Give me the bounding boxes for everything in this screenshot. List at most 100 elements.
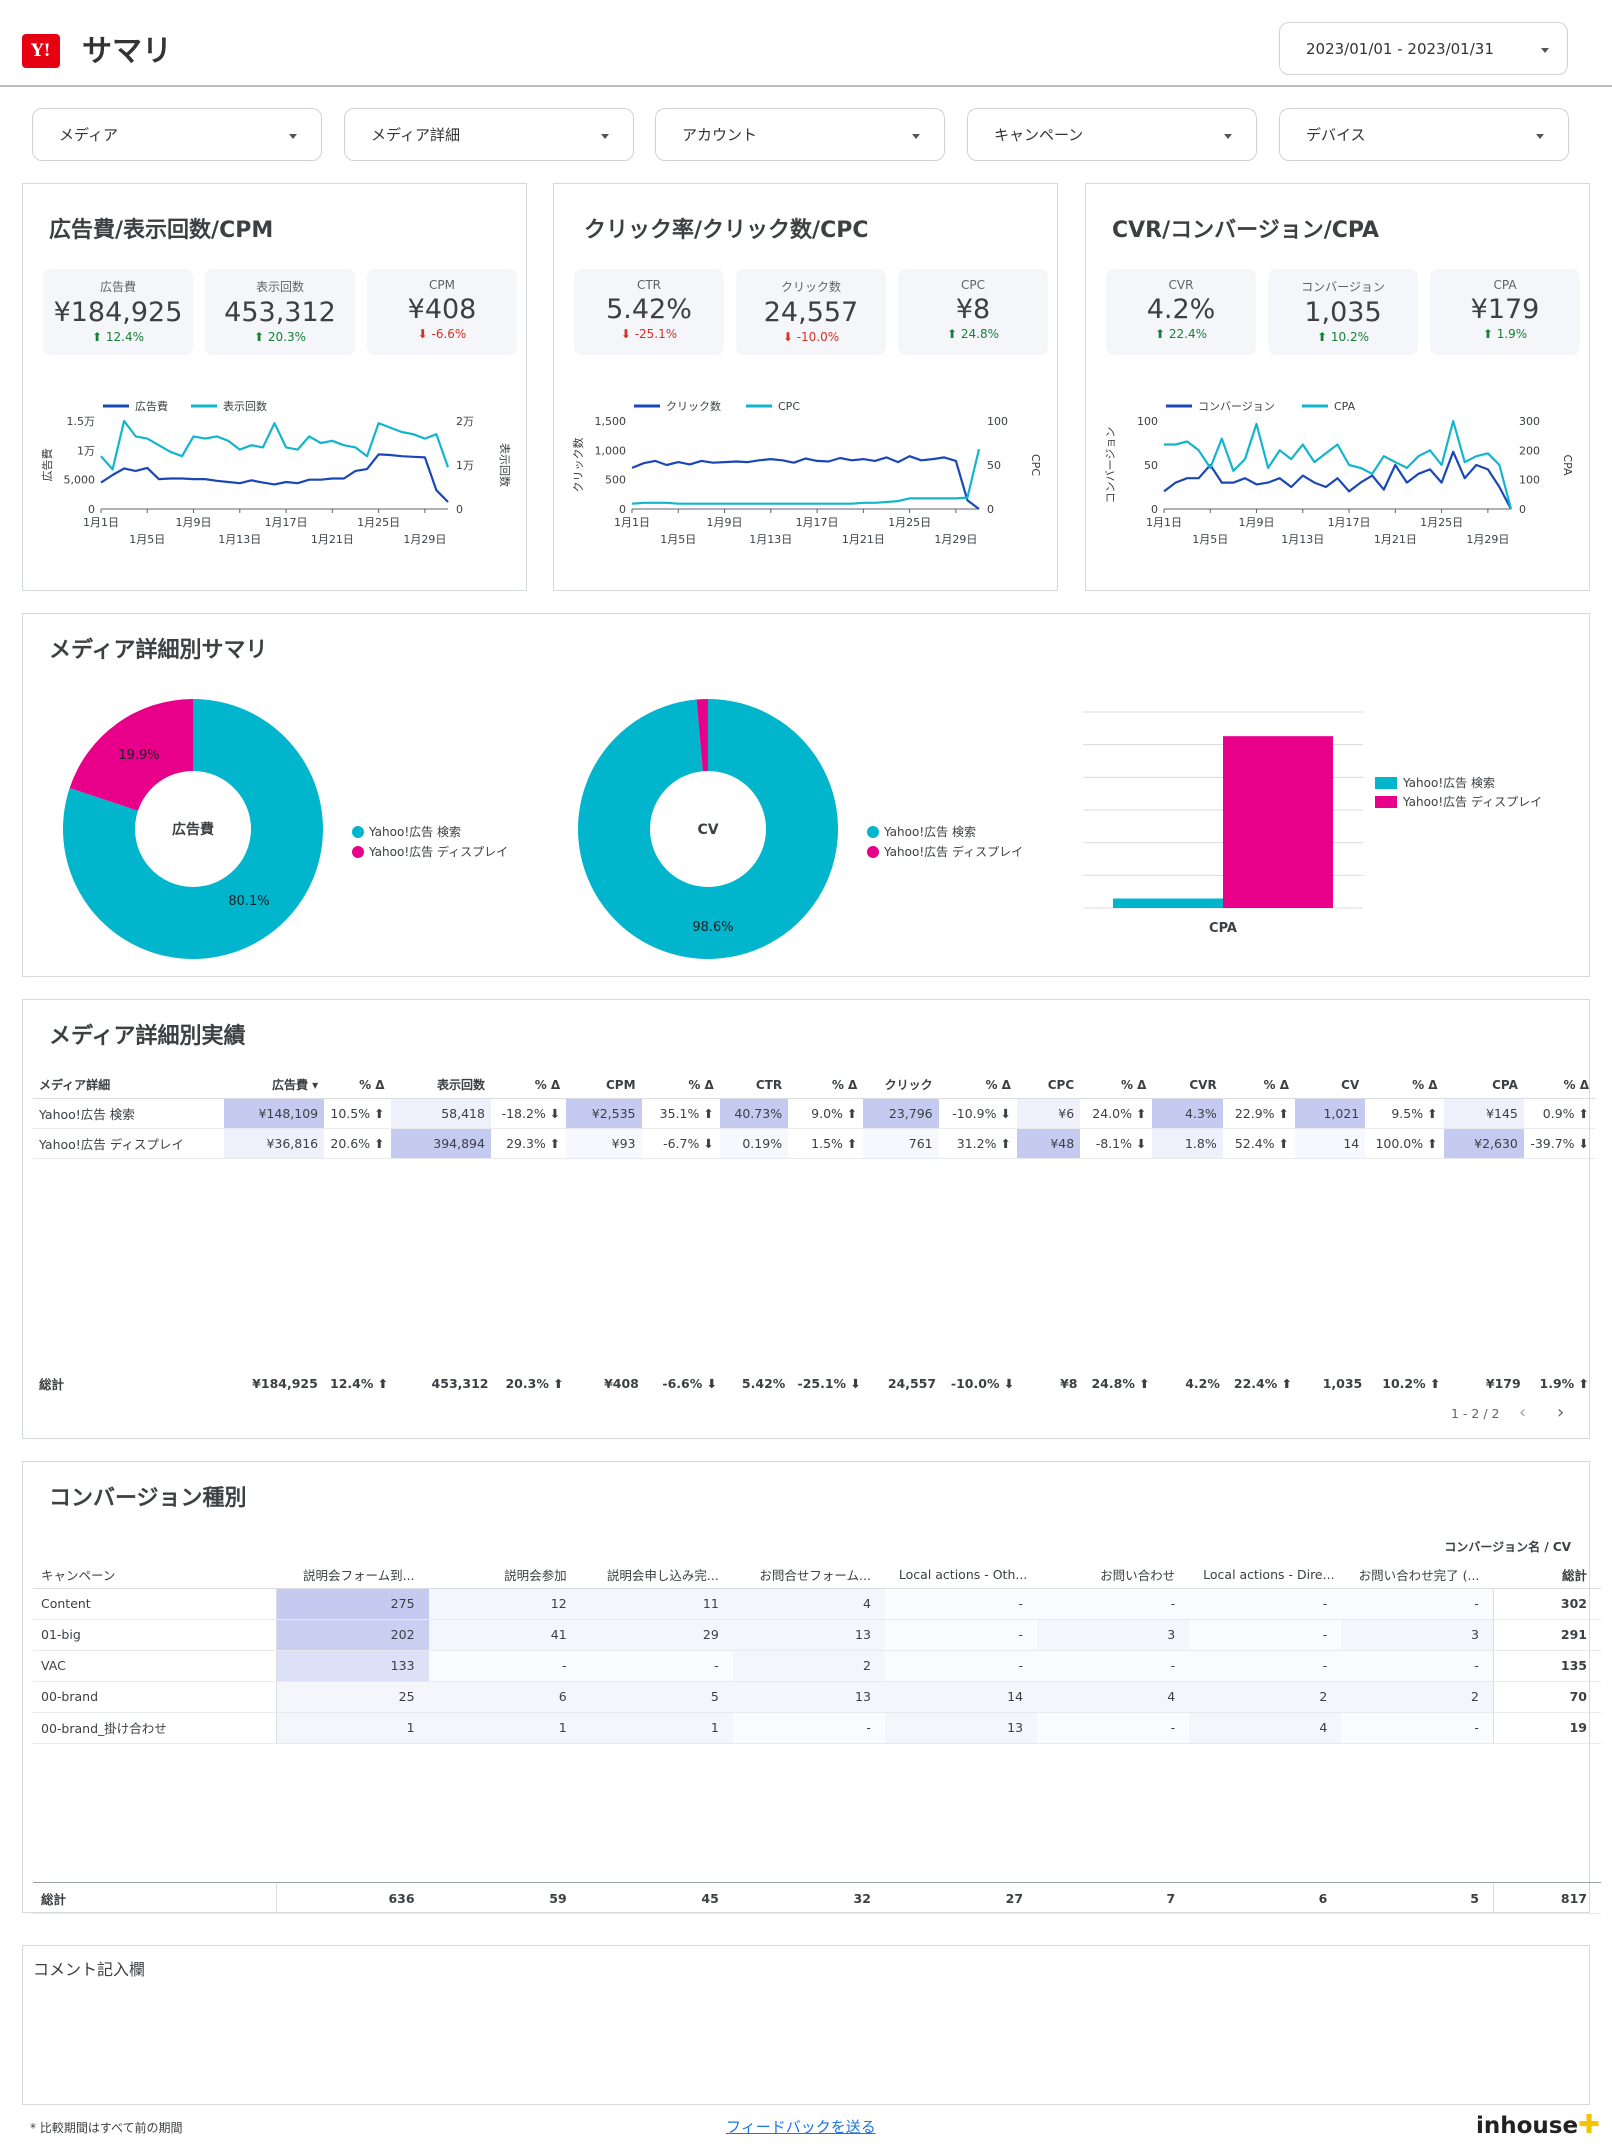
y-axis-label: 広告費 [40,449,54,482]
table-row[interactable]: 00-brand_掛け合わせ 1 1 1-13-4-19 [33,1712,1601,1744]
donut-center-label: 広告費 [172,821,214,838]
x-tick-label: 1月17日 [796,516,839,529]
x-tick-label: 1月17日 [1328,516,1371,529]
y-tick-label: 1,500 [595,415,627,428]
table-cell: 1.8% [1152,1128,1223,1159]
kpi-delta-value: -25.1% [634,327,678,341]
table-cell: 00-brand [33,1681,277,1713]
kpi-cpm: CPM ¥408 ⬇ -6.6% [367,269,517,355]
legend-label: CPC [778,400,800,413]
column-header[interactable]: キャンペーン [33,1562,277,1589]
table-cell: 24.0% ⬆ [1080,1098,1153,1129]
x-tick-label: 1月29日 [403,533,446,546]
table-row[interactable]: Yahoo!広告 ディスプレイ ¥36,816 20.6% ⬆ 394,894 29.3… [33,1128,1595,1159]
filter-campaign[interactable]: キャンペーン [967,108,1257,161]
table-row[interactable]: Yahoo!広告 検索 ¥148,109 10.5% ⬆ 58,418 -18.2% ⬇… [33,1098,1595,1129]
table-cell: 2 [1189,1681,1342,1713]
kpi-delta: ⬆ 10.2% [1317,330,1369,344]
next-page-icon[interactable]: › [1557,1402,1565,1423]
column-header[interactable]: お問合せフォーム... [732,1562,885,1589]
x-tick-label: 1月21日 [842,533,885,546]
column-header[interactable]: お問い合わせ [1037,1562,1190,1589]
pagination-text: 1 - 2 / 2 [1451,1406,1500,1421]
media-summary-charts: 広告費 80.1% 19.9% Yahoo!広告 検索 Yahoo!広告 ディスプレイ C… [63,699,1542,959]
column-header[interactable]: 総計 [1493,1562,1601,1589]
total-cell: ¥179 [1485,1375,1521,1391]
kpi-label: 表示回数 [255,280,304,294]
column-header: % Δ [324,1072,391,1099]
x-tick-label: 1月25日 [357,516,400,529]
x-tick-label: 1月1日 [1146,516,1182,529]
table-cell: 1,021 [1295,1098,1366,1129]
filter-account[interactable]: アカウント [655,108,945,161]
table-row[interactable]: VAC 133- -2- - - -135 [33,1650,1601,1682]
table-cell: 4 [1189,1712,1342,1744]
kpi-label: CPM [429,278,455,292]
panel-title: メディア詳細別実績 [49,1024,246,1049]
table-cell: 9.0% ⬆ [788,1098,864,1129]
column-header[interactable]: Local actions - Oth... [884,1562,1038,1589]
table-cell: -39.7% ⬇ [1523,1128,1595,1159]
pie-slice [69,699,193,811]
column-header[interactable]: 説明会参加 [428,1562,581,1589]
total-cell: 24.8% ⬆ [1091,1375,1150,1391]
table-cell: -8.1% ⬇ [1080,1128,1153,1159]
total-cell: -6.6% ⬇ [662,1375,718,1391]
column-header[interactable]: 説明会フォーム到... [276,1562,429,1589]
table-cell: 35.1% ⬆ [641,1098,720,1129]
brand-text: inhouse [1476,2113,1579,2139]
kpi-value: 24,557 [763,297,859,328]
legend-label: Yahoo!広告 検索 [883,825,976,839]
y2-tick-label: 1万 [456,459,474,472]
total-cell: ¥8 [1060,1375,1078,1391]
table-cell: 10.5% ⬆ [324,1098,391,1129]
panel-media-summary: メディア詳細別サマリ 広告費 80.1% 19.9% Yahoo!広告 検索 Yahoo… [22,613,1590,977]
table-cell: ¥145 [1443,1098,1524,1129]
panel-title: メディア詳細別サマリ [49,638,268,663]
table-cell: -6.7% ⬇ [641,1128,720,1159]
filter-label: デバイス [1306,126,1366,144]
series-line [100,453,449,503]
kpi-delta-value: 12.4% [105,330,144,344]
column-header: クリック [863,1072,939,1099]
table-cell: - [884,1588,1038,1620]
kpi-value: 5.42% [606,294,692,325]
table-row[interactable]: 00-brand 25 6 5 13 14 4 2 2 70 [33,1681,1601,1713]
prev-page-icon[interactable]: ‹ [1519,1402,1527,1423]
column-header[interactable]: お問い合わせ完了 (... [1341,1562,1494,1589]
column-header: % Δ [1080,1072,1153,1099]
x-tick-label: 1月25日 [1420,516,1463,529]
date-range-picker[interactable]: 2023/01/01 - 2023/01/31 [1279,22,1568,75]
kpi-delta: ⬆ 24.8% [947,327,999,341]
pie-slice [696,699,708,772]
total-cell: 24,557 [887,1375,937,1391]
table-cell: 13 [732,1619,885,1651]
series-line [631,448,981,505]
chevron-down-icon [289,134,297,139]
kpi-delta: ⬆ 12.4% [92,330,144,344]
plus-icon: ✚ [1578,2110,1600,2140]
filter-media-detail[interactable]: メディア詳細 [344,108,634,161]
panel-media-table: メディア詳細別実績 メディア詳細 広告費 ▾% Δ 表示回数% Δ CPM% Δ CTR… [22,999,1595,1439]
filter-label: メディア [59,126,118,144]
feedback-link[interactable]: フィードバックを送る [726,2118,876,2136]
column-header[interactable]: Local actions - Dire... [1189,1562,1342,1589]
panel-ctr-clicks: クリック率/クリック数/CPC CTR 5.42% ⬇ -25.1% クリック数 24… [553,183,1058,591]
filter-device[interactable]: デバイス [1279,108,1569,161]
column-header[interactable]: 説明会申し込み完... [580,1562,733,1589]
panel-title: 広告費/表示回数/CPM [49,218,274,243]
kpi-delta: ⬆ 1.9% [1482,327,1528,341]
filter-media[interactable]: メディア [32,108,322,161]
table-cell: 1 [580,1712,733,1744]
table-row[interactable]: 01-big 202 41 29 13-3-3 291 [33,1619,1601,1651]
table-cell: 70 [1492,1681,1601,1713]
column-header[interactable]: 広告費 ▾ [223,1072,325,1099]
table-cell: Yahoo!広告 検索 [33,1098,224,1129]
comment-box[interactable]: コメント記入欄 [22,1945,1590,2105]
x-tick-label: 1月13日 [1281,533,1324,546]
yahoo-logo: Y! [22,34,60,68]
column-header: CVR [1152,1072,1223,1099]
kpi-value: 453,312 [224,297,336,328]
table-row[interactable]: Content 275 12 11 4- - - -302 [33,1588,1601,1620]
table-cell: ¥2,535 [566,1098,642,1129]
